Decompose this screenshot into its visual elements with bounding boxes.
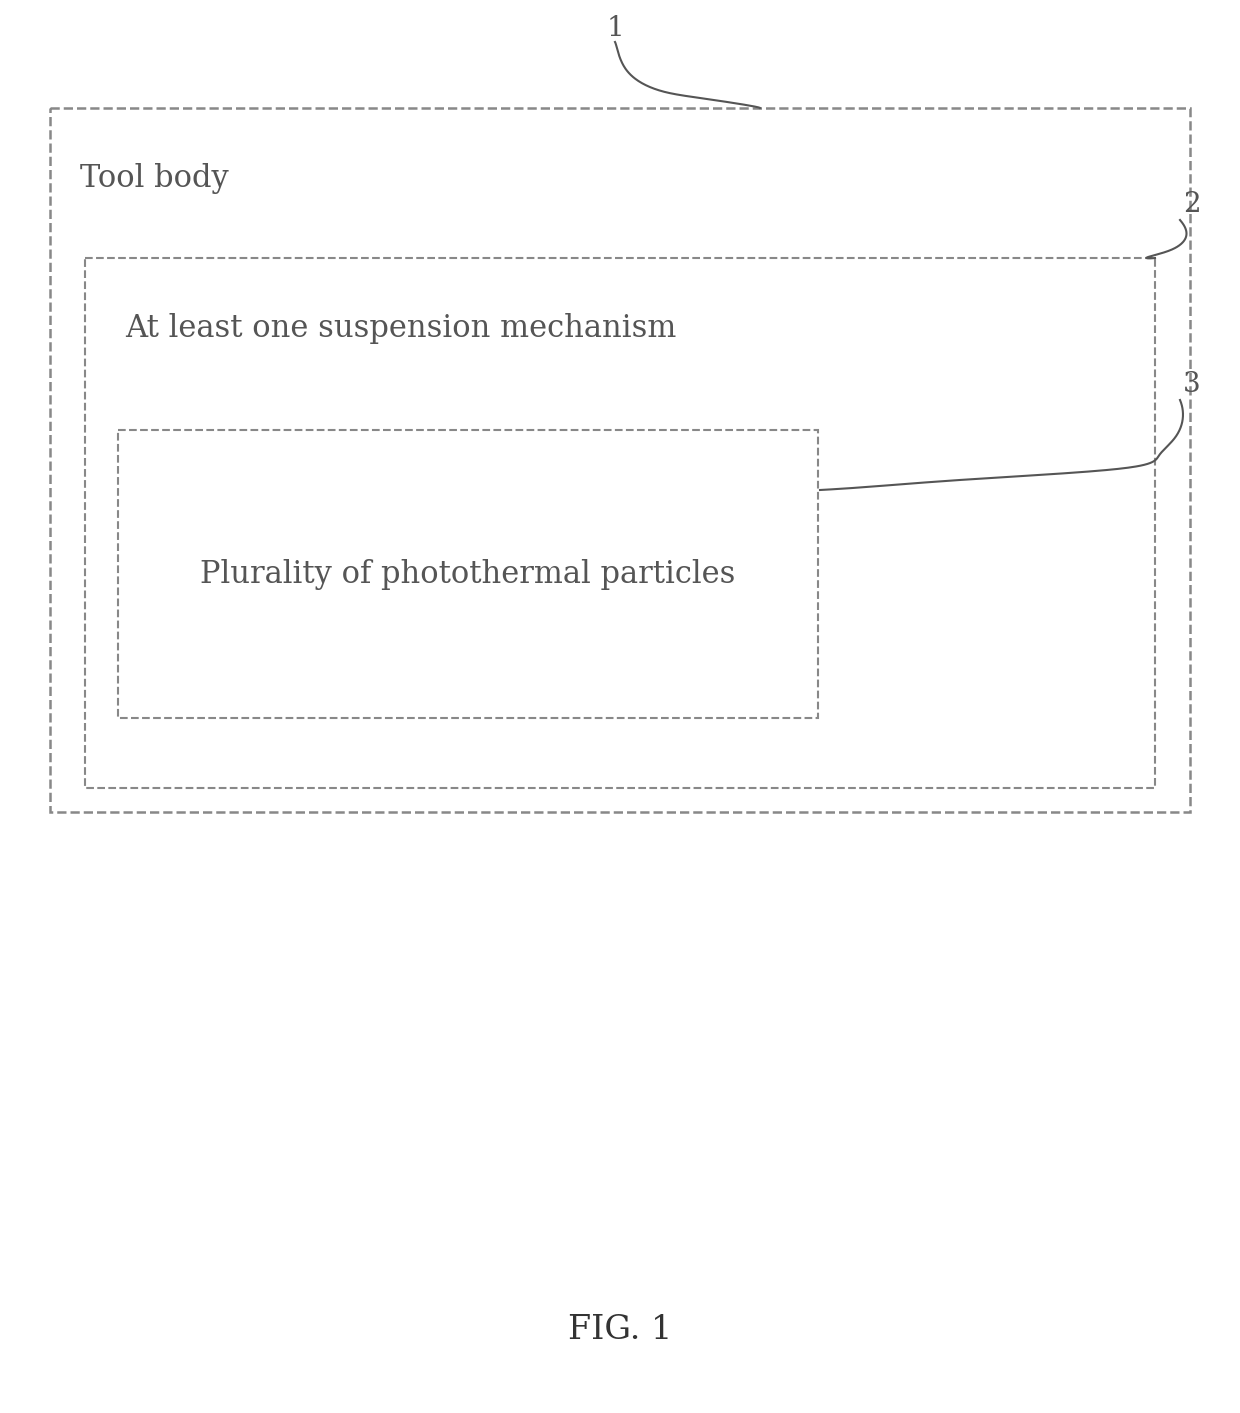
- Text: FIG. 1: FIG. 1: [568, 1314, 672, 1347]
- Text: At least one suspension mechanism: At least one suspension mechanism: [125, 314, 676, 343]
- Text: 2: 2: [1183, 192, 1200, 219]
- Text: Plurality of photothermal particles: Plurality of photothermal particles: [201, 558, 735, 589]
- Bar: [118, 430, 818, 718]
- Text: 1: 1: [606, 14, 624, 41]
- Text: Tool body: Tool body: [81, 162, 228, 194]
- Bar: [50, 107, 1190, 812]
- Text: 3: 3: [1183, 372, 1200, 398]
- Bar: [86, 259, 1154, 788]
